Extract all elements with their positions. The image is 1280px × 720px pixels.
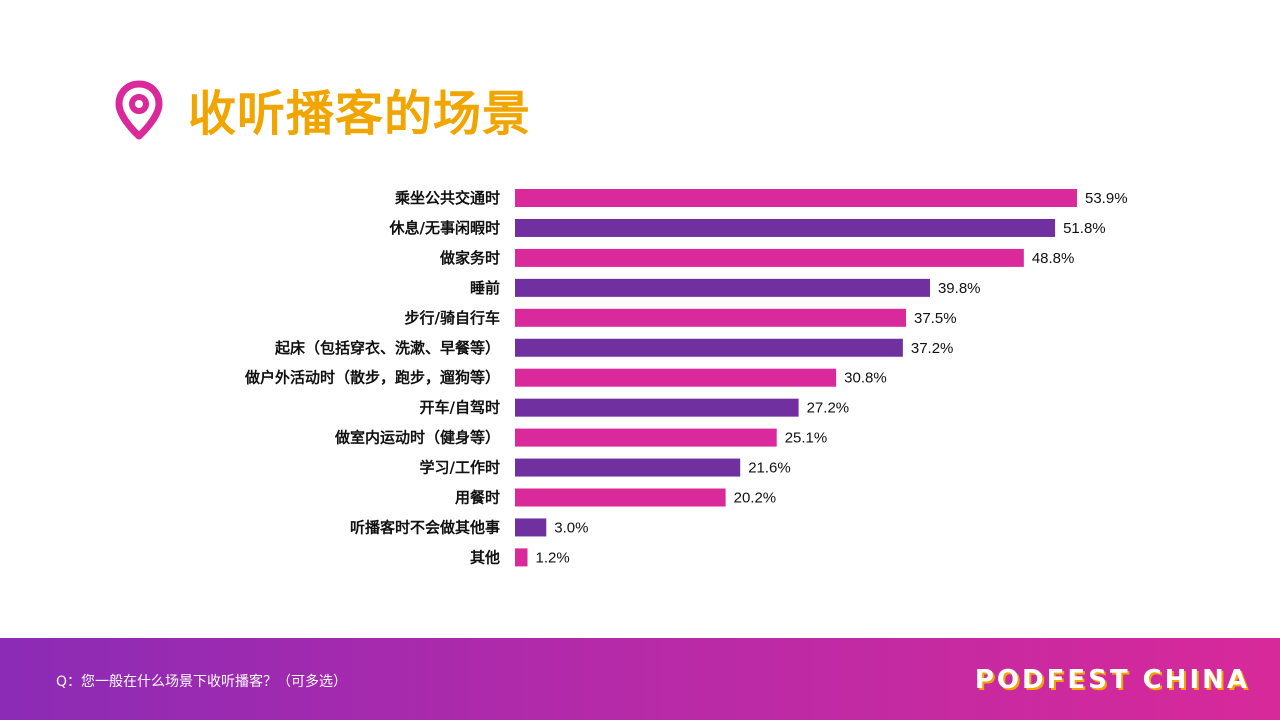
value-label: 48.8% [1032,250,1075,267]
value-label: 27.2% [807,400,850,417]
category-label: 起床（包括穿衣、洗漱、早餐等） [274,339,500,357]
category-label: 休息/无事闲暇时 [389,219,500,237]
bar [515,189,1077,207]
category-label: 睡前 [470,279,500,297]
bar [515,278,930,297]
bar [515,548,528,567]
category-label: 其他 [470,548,500,566]
survey-question: Q：您一般在什么场景下收听播客？（可多选） [56,674,348,690]
value-label: 39.8% [938,280,981,297]
bar [515,398,799,417]
brand-logo: PODFEST CHINA [974,665,1250,695]
value-label: 37.5% [914,310,957,327]
bar [515,248,1024,267]
footer-bar: Q：您一般在什么场景下收听播客？（可多选） PODFEST CHINA [0,638,1280,720]
value-label: 20.2% [734,490,777,507]
bar [515,428,777,447]
value-label: 53.9% [1085,190,1128,207]
category-label: 乘坐公共交通时 [394,189,500,207]
category-label: 用餐时 [455,489,500,507]
bar [515,338,903,357]
bar [515,218,1056,237]
value-label: 3.0% [554,519,588,536]
scene-bar-chart: 乘坐公共交通时 53.9% 休息/无事闲暇时 51.8% 做家务时 48.8% 睡前 39.8… [244,189,1128,567]
value-label: 25.1% [785,430,828,447]
category-label: 步行/骑自行车 [405,309,500,327]
bar [515,368,837,387]
bar [515,488,726,507]
page-title: 收听播客的场景 [188,86,532,142]
bar [515,518,547,537]
bar [515,458,741,477]
value-label: 21.6% [748,460,791,477]
category-label: 做家务时 [439,249,500,267]
value-label: 51.8% [1063,220,1106,237]
category-label: 学习/工作时 [420,459,500,477]
category-label: 做室内运动时（健身等） [334,429,500,447]
value-label: 30.8% [844,370,887,387]
category-label: 开车/自驾时 [420,399,500,417]
value-label: 1.2% [536,549,570,566]
category-label: 做户外活动时（散步，跑步，遛狗等） [244,369,500,387]
bar [515,308,907,327]
value-label: 37.2% [911,340,954,357]
category-label: 听播客时不会做其他事 [350,518,500,536]
location-pin-icon [115,80,163,140]
